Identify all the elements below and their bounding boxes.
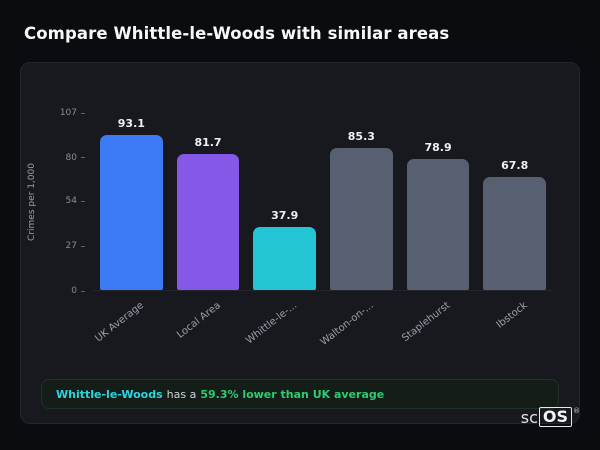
x-axis-label: Ibstock	[494, 300, 530, 331]
bar-value-label: 67.8	[501, 159, 529, 172]
bar-group[interactable]: 85.3 Walton-on-...	[319, 113, 400, 348]
y-tick-label: 0	[71, 286, 85, 296]
x-axis-label: Walton-on-...	[318, 300, 377, 349]
bar[interactable]	[330, 148, 393, 290]
note-area-name: Whittle-le-Woods	[56, 387, 163, 401]
y-axis: 107 80 54 27 0	[21, 108, 85, 296]
summary-note: Whittle-le-Woods has a 59.3% lower than …	[41, 379, 559, 409]
bar-group[interactable]: 67.8 Ibstock	[476, 113, 553, 331]
bar[interactable]	[100, 135, 163, 290]
bar-group[interactable]: 93.1 UK Average	[93, 113, 170, 344]
y-tick-label: 107	[60, 108, 85, 118]
y-tick-label: 80	[66, 153, 85, 163]
logo-suffix: OS	[538, 407, 572, 428]
bar-group[interactable]: 37.9 Whittle-le-...	[244, 113, 323, 347]
bar-group[interactable]: 78.9 Staplehurst	[400, 113, 477, 344]
plot-area: 93.1 UK Average 81.7 Local Area 37.9 Whittle-…	[93, 113, 553, 348]
y-tick-label: 27	[66, 241, 85, 251]
bar[interactable]	[483, 177, 547, 290]
note-middle-text: has a	[166, 387, 197, 401]
bar-value-label: 85.3	[347, 130, 375, 143]
bar-value-label: 93.1	[117, 117, 145, 130]
note-highlight: 59.3% lower than UK average	[200, 387, 385, 401]
bar[interactable]	[253, 227, 317, 290]
bar[interactable]	[406, 159, 470, 290]
scos-logo: sc OS ®	[520, 407, 580, 428]
x-axis-label: Staplehurst	[400, 300, 453, 345]
bar-group[interactable]: 81.7 Local Area	[170, 113, 247, 341]
x-axis-label: UK Average	[93, 300, 147, 345]
x-axis-label: Whittle-le-...	[244, 300, 300, 347]
bar-value-label: 37.9	[271, 209, 299, 222]
logo-prefix: sc	[520, 407, 538, 427]
chart-card: Crimes per 1,000 107 80 54 27 0 93.1 UK Avera…	[20, 62, 580, 424]
bar-value-label: 78.9	[424, 141, 452, 154]
x-axis-label: Local Area	[174, 300, 223, 341]
page-title: Compare Whittle-le-Woods with similar ar…	[24, 24, 450, 43]
registered-mark: ®	[573, 407, 580, 416]
bar[interactable]	[176, 154, 240, 290]
y-tick-label: 54	[66, 196, 85, 206]
bar-value-label: 81.7	[194, 136, 222, 149]
